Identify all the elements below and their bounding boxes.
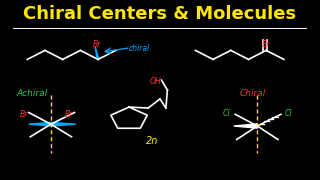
Text: Achiral: Achiral	[16, 89, 47, 98]
Text: Cl: Cl	[284, 109, 292, 118]
Polygon shape	[51, 122, 76, 126]
Text: OH: OH	[150, 77, 162, 86]
Text: chiral: chiral	[129, 44, 150, 53]
Polygon shape	[234, 124, 257, 128]
Text: Br: Br	[64, 110, 73, 119]
Text: Chiral: Chiral	[240, 89, 266, 98]
Text: Br: Br	[262, 40, 270, 49]
Text: Br: Br	[20, 110, 28, 119]
Text: 2n: 2n	[147, 136, 159, 146]
Polygon shape	[95, 47, 99, 59]
Text: Br: Br	[92, 40, 101, 49]
Polygon shape	[29, 122, 51, 126]
Text: Cl: Cl	[223, 109, 230, 118]
Text: Chiral Centers & Molecules: Chiral Centers & Molecules	[23, 5, 297, 23]
